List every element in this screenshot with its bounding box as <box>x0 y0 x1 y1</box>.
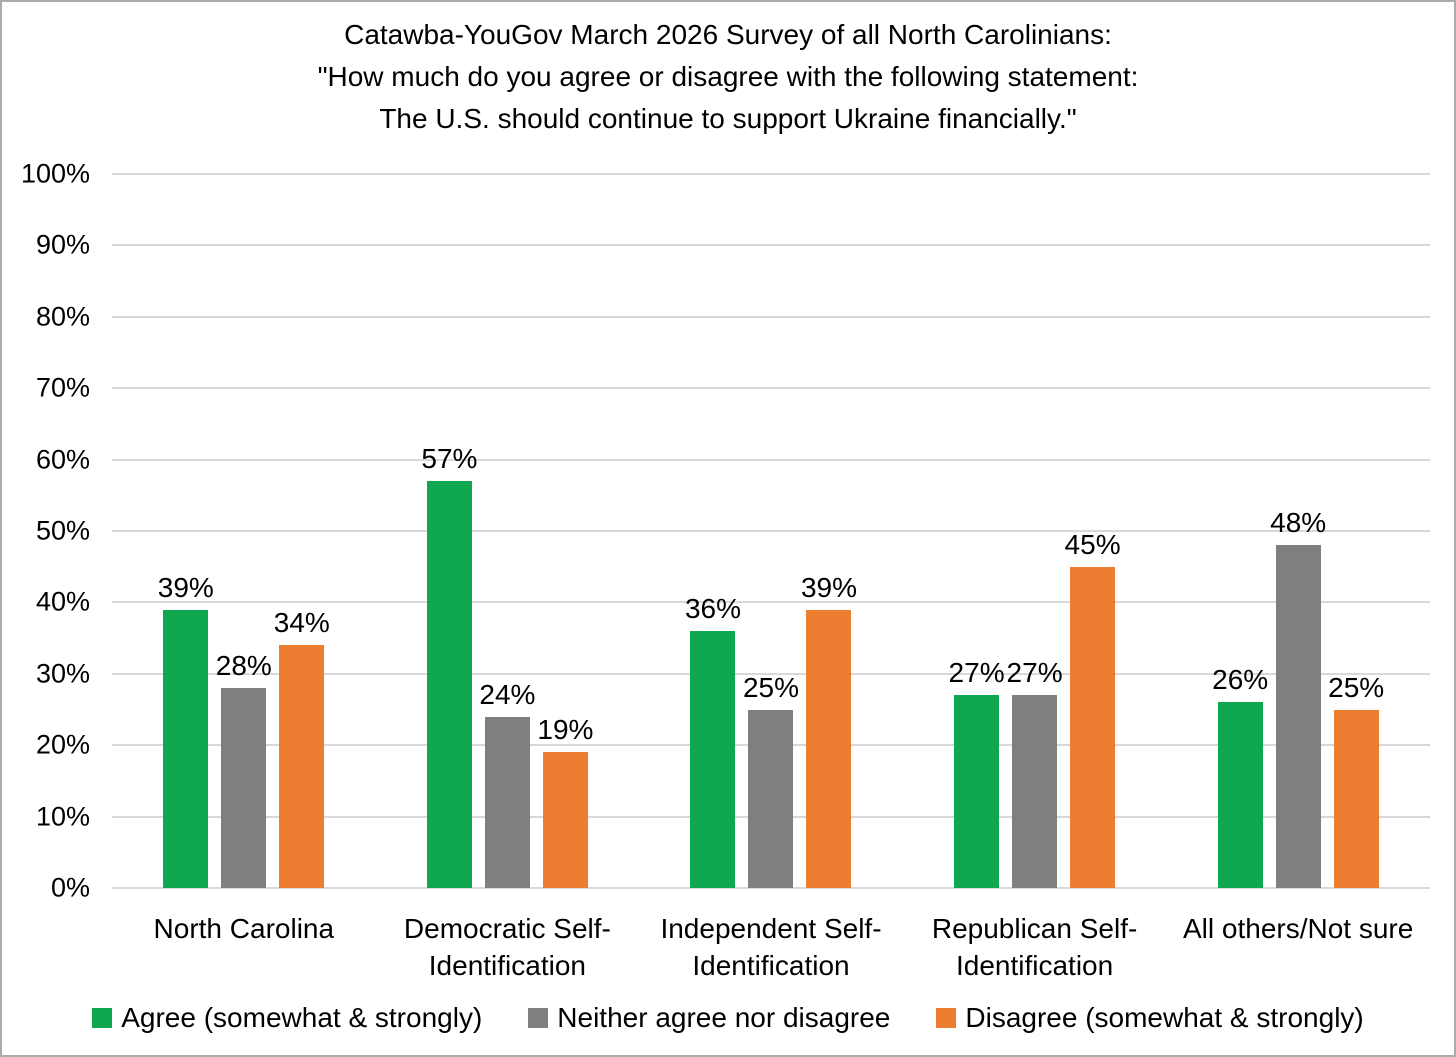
bar-group: 57% 24% 19% <box>376 174 640 888</box>
chart-title-line-3: The U.S. should continue to support Ukra… <box>379 103 1077 134</box>
legend-item-agree: Agree (somewhat & strongly) <box>92 1002 482 1034</box>
y-axis-tick-label: 40% <box>35 586 90 617</box>
bar-neither: 48% <box>1270 507 1326 888</box>
category-label-text: Democratic Self-Identification <box>403 913 611 981</box>
legend-item-neither: Neither agree nor disagree <box>528 1002 890 1034</box>
category-label: Republican Self-Identification <box>903 910 1167 984</box>
bar-value-label: 48% <box>1270 507 1327 539</box>
category-label: Democratic Self-Identification <box>376 910 640 984</box>
legend-label: Agree (somewhat & strongly) <box>121 1002 483 1033</box>
y-axis-tick-label: 50% <box>35 515 90 546</box>
legend-label: Disagree (somewhat & strongly) <box>965 1002 1364 1033</box>
bar-value-label: 27% <box>948 657 1005 689</box>
gridline <box>112 315 1430 318</box>
bar-agree: 39% <box>158 572 214 888</box>
bar-value-label: 34% <box>273 607 330 639</box>
y-axis-tick-label: 80% <box>35 301 90 332</box>
legend-swatch-neither <box>528 1008 549 1028</box>
category-label-text: North Carolina <box>153 913 335 944</box>
y-axis-tick-label: 100% <box>20 158 90 189</box>
legend-label: Neither agree nor disagree <box>557 1002 891 1033</box>
y-axis-tick-label: 0% <box>50 872 90 903</box>
y-axis-tick-label: 20% <box>35 729 90 760</box>
chart-title-line-2: "How much do you agree or disagree with … <box>317 61 1139 92</box>
gridline <box>112 672 1430 675</box>
bar-value-label: 26% <box>1212 664 1269 696</box>
bar-value-label: 25% <box>1328 671 1385 703</box>
category-label-text: All others/Not sure <box>1183 913 1414 944</box>
gridline <box>112 244 1430 247</box>
bar-neither: 27% <box>1007 657 1063 888</box>
bar-agree: 36% <box>685 593 741 888</box>
bar-value-label: 28% <box>215 650 272 682</box>
bar-value-label: 19% <box>537 714 594 746</box>
legend-swatch-disagree <box>936 1008 957 1028</box>
chart-title-line-1: Catawba-YouGov March 2026 Survey of all … <box>344 19 1112 50</box>
category-label: All others/Not sure <box>1166 910 1430 984</box>
category-label: North Carolina <box>112 910 376 984</box>
y-axis-tick-label: 10% <box>35 801 90 832</box>
y-axis: 0% 10% 20% 30% 40% 50% 60% 70% 80% 90% 100% <box>2 159 90 903</box>
bar-disagree: 25% <box>1328 672 1384 888</box>
bar-group: 27% 27% 45% <box>903 174 1167 888</box>
bar-value-label: 57% <box>421 443 478 475</box>
gridline <box>112 601 1430 604</box>
bar-value-label: 25% <box>742 671 800 703</box>
y-axis-tick-label: 30% <box>35 658 90 689</box>
legend-item-disagree: Disagree (somewhat & strongly) <box>936 1002 1364 1034</box>
bar-value-label: 24% <box>479 678 536 710</box>
category-label: Independent Self-Identification <box>639 910 903 984</box>
bar-value-label: 27% <box>1006 657 1063 689</box>
bar-agree: 27% <box>949 657 1005 888</box>
bar-groups: 39% 28% 34% 57% 24% 19% 36% 25% 39% 27% 27% 45% 26% 4… <box>112 174 1430 888</box>
bar-neither: 25% <box>743 672 799 888</box>
category-label-text: Republican Self-Identification <box>931 913 1138 981</box>
bar-value-label: 39% <box>800 571 858 603</box>
bar-group: 36% 25% 39% <box>639 174 903 888</box>
legend: Agree (somewhat & strongly) Neither agree… <box>2 1002 1454 1034</box>
bar-value-label: 39% <box>157 571 214 603</box>
bar-disagree: 45% <box>1065 529 1121 888</box>
y-axis-tick-label: 70% <box>35 372 90 403</box>
gridline <box>112 173 1430 175</box>
bar-group: 26% 48% 25% <box>1166 174 1430 888</box>
bar-neither: 28% <box>216 650 272 888</box>
bar-agree: 57% <box>421 443 477 888</box>
category-label-text: Independent Self-Identification <box>660 913 882 981</box>
y-axis-tick-label: 60% <box>35 444 90 475</box>
gridline <box>112 458 1430 461</box>
gridline <box>112 887 1430 889</box>
gridline <box>112 387 1430 390</box>
bar-disagree: 39% <box>801 572 857 888</box>
bar-disagree: 34% <box>274 607 330 888</box>
chart-title: Catawba-YouGov March 2026 Survey of all … <box>2 14 1454 140</box>
bar-neither: 24% <box>479 679 535 888</box>
bar-agree: 26% <box>1212 664 1268 888</box>
bar-value-label: 45% <box>1064 528 1121 560</box>
bar-group: 39% 28% 34% <box>112 174 376 888</box>
gridline <box>112 530 1430 532</box>
x-axis: North Carolina Democratic Self-Identifica… <box>112 910 1430 984</box>
legend-swatch-agree <box>92 1008 113 1028</box>
bar-disagree: 19% <box>537 714 593 888</box>
bar-value-label: 36% <box>684 592 742 624</box>
plot-area: 39% 28% 34% 57% 24% 19% 36% 25% 39% 27% 27% 45% 26% 4… <box>112 173 1430 889</box>
y-axis-tick-label: 90% <box>35 229 90 260</box>
